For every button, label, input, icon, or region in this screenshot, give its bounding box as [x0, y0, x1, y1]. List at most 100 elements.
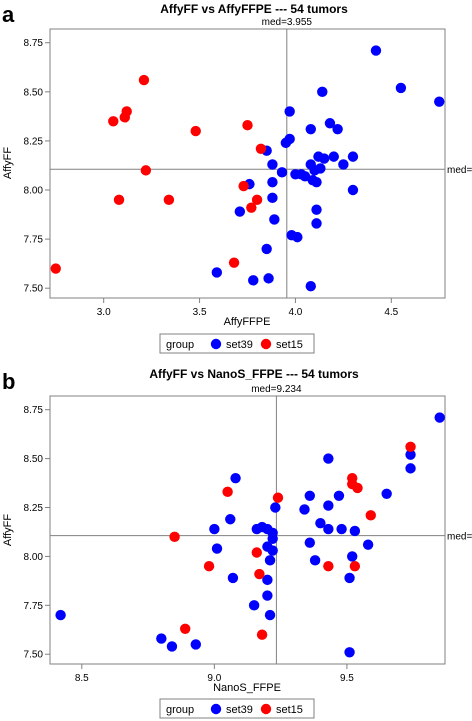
x-tick-label: 4.0 — [288, 307, 302, 318]
data-point-set39 — [362, 539, 374, 550]
panel-letter-b: b — [2, 369, 15, 394]
data-point-set15 — [352, 482, 363, 494]
data-point-set15 — [113, 194, 125, 206]
data-point-set15 — [256, 629, 268, 640]
data-point-set39 — [315, 163, 326, 174]
chart-title: AffyFF vs AffyFFPE --- 54 tumors — [160, 2, 348, 16]
data-point-set39 — [311, 176, 322, 188]
data-point-set15 — [108, 116, 119, 127]
data-point-set39 — [304, 490, 315, 501]
y-tick-label: 7.50 — [24, 650, 44, 661]
legend-label-set39: set39 — [226, 339, 253, 351]
data-point-set15 — [169, 531, 180, 543]
data-point-set39 — [311, 204, 322, 215]
data-point-set39 — [225, 514, 236, 525]
x-axis: 8.5 9.0 9.5 — [75, 664, 354, 684]
data-points — [55, 412, 445, 658]
median-x-label: med=9.234 — [251, 384, 302, 395]
data-point-set39 — [227, 572, 239, 584]
data-point-set39 — [262, 590, 273, 601]
legend-title: group — [166, 339, 194, 351]
data-point-set15 — [119, 112, 130, 123]
plot-frame — [49, 28, 446, 299]
data-point-set39 — [347, 184, 359, 196]
data-point-set15 — [222, 486, 233, 498]
data-point-set15 — [228, 257, 240, 268]
data-point-set39 — [328, 151, 339, 162]
data-point-set39 — [190, 639, 202, 650]
data-point-set15 — [254, 568, 265, 580]
y-tick-label: 7.50 — [24, 284, 44, 295]
data-point-set39 — [324, 118, 336, 129]
data-point-set39 — [55, 609, 66, 621]
x-tick-label: 8.5 — [75, 673, 89, 684]
median-x-label: med=3.955 — [262, 17, 313, 28]
data-point-set39 — [211, 543, 223, 554]
data-point-set39 — [261, 243, 272, 255]
legend-marker-set39 — [210, 703, 222, 715]
data-point-set15 — [365, 510, 376, 521]
x-axis-label: AffyFFPE — [224, 316, 271, 328]
data-point-set39 — [276, 167, 288, 178]
y-axis: 7.50 7.75 8.00 8.25 8.50 8.75 — [24, 405, 50, 661]
legend: group set39 set15 — [159, 698, 315, 719]
x-axis-label: NanoS_FFPE — [213, 682, 281, 694]
data-point-set39 — [315, 517, 326, 529]
data-point-set39 — [230, 472, 241, 484]
y-tick-label: 8.50 — [24, 87, 44, 98]
median-y-label: med=8.106 — [447, 532, 472, 543]
data-point-set39 — [305, 281, 316, 292]
data-point-set39 — [264, 609, 276, 621]
legend: group set39 set15 — [159, 333, 315, 354]
panel-letter-a: a — [2, 2, 15, 27]
data-point-set39 — [295, 169, 307, 180]
data-point-set15 — [349, 560, 361, 572]
data-point-set15 — [405, 441, 416, 453]
y-tick-label: 7.75 — [24, 601, 44, 612]
legend-title: group — [166, 704, 194, 716]
data-point-set39 — [270, 502, 281, 513]
data-point-set39 — [318, 153, 330, 164]
data-point-set39 — [405, 463, 416, 474]
data-point-set39 — [267, 192, 278, 204]
data-point-set39 — [395, 82, 407, 94]
data-point-set39 — [311, 218, 322, 229]
data-point-set39 — [332, 123, 343, 135]
data-point-set39 — [211, 267, 223, 278]
data-point-set15 — [203, 560, 215, 572]
x-axis: 3.0 3.5 4.0 4.5 — [97, 298, 399, 318]
data-point-set39 — [234, 206, 246, 217]
data-point-set39 — [405, 449, 416, 460]
y-tick-label: 7.75 — [24, 235, 44, 246]
data-point-set39 — [248, 600, 260, 611]
data-point-set15 — [180, 623, 191, 634]
data-point-set39 — [323, 500, 334, 511]
data-point-set39 — [344, 647, 355, 658]
y-tick-label: 8.00 — [24, 552, 44, 563]
data-point-set15 — [138, 74, 150, 86]
y-axis-label: AffyFF — [2, 514, 14, 546]
data-point-set39 — [323, 453, 334, 464]
plot-frame — [49, 395, 446, 665]
y-tick-label: 8.25 — [24, 136, 44, 147]
data-point-set39 — [299, 504, 310, 515]
x-tick-label: 9.0 — [207, 673, 221, 684]
y-tick-label: 8.00 — [24, 186, 44, 197]
data-point-set39 — [284, 133, 295, 145]
data-point-set15 — [140, 165, 152, 176]
legend-marker-set15 — [260, 338, 272, 350]
data-point-set39 — [347, 551, 358, 562]
data-point-set39 — [267, 159, 278, 170]
data-point-set39 — [370, 45, 382, 56]
data-point-set15 — [50, 263, 61, 274]
data-point-set39 — [434, 412, 445, 423]
data-point-set39 — [349, 525, 361, 537]
y-axis-label: AffyFF — [2, 147, 14, 179]
data-point-set39 — [347, 151, 359, 162]
data-point-set39 — [381, 488, 392, 500]
data-point-set39 — [209, 523, 220, 535]
legend-marker-set39 — [210, 338, 222, 350]
data-point-set15 — [190, 125, 201, 137]
data-point-set39 — [323, 523, 334, 535]
